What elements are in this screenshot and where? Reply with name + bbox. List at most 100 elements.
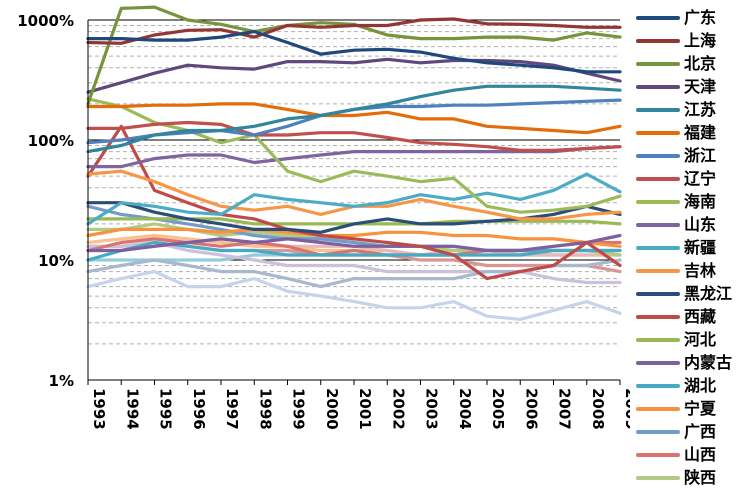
legend-label: 西藏 — [684, 306, 717, 326]
chart-legend: 广东上海北京天津江苏福建浙江辽宁海南山东新疆吉林黑龙江西藏河北 内蒙古 湖北宁夏广西… — [636, 6, 751, 489]
legend-item: 陕西 — [636, 466, 751, 489]
legend-label: 湖北 — [684, 375, 717, 395]
x-tick-label: 1994 — [123, 388, 141, 430]
legend-item: 海南 — [636, 190, 751, 213]
legend-item: 湖北 — [636, 374, 751, 397]
legend-label: 江苏 — [684, 99, 717, 119]
gridlines — [88, 19, 620, 381]
legend-item: 吉林 — [636, 259, 751, 282]
legend-label: 广东 — [684, 7, 717, 27]
legend-item: 新疆 — [636, 236, 751, 259]
x-tick-label: 2003 — [423, 388, 441, 430]
legend-label: 海南 — [684, 191, 717, 211]
chart-plot-area: 1% 10% 100% 1000% 1993 1994 1995 1996 1997 1998 19… — [17, 5, 630, 430]
x-tick-label: 1999 — [290, 388, 308, 430]
y-tick-label: 1% — [49, 372, 74, 390]
series-line — [86, 240, 622, 285]
legend-swatch — [636, 38, 680, 43]
legend-label: 宁夏 — [684, 398, 717, 418]
legend-label: 山东 — [684, 214, 717, 234]
legend-swatch — [636, 222, 680, 227]
x-tick-label: 2007 — [556, 388, 574, 430]
legend-item: 福建 — [636, 121, 751, 144]
series-line-海南 — [86, 97, 622, 214]
series-line-上海 — [86, 17, 622, 45]
legend-label: 天津 — [684, 76, 717, 96]
legend-swatch — [636, 245, 680, 250]
legend-label: 山西 — [684, 444, 717, 464]
legend-item: 江苏 — [636, 98, 751, 121]
legend-item: 山西 — [636, 443, 751, 466]
legend-item: 辽宁 — [636, 167, 751, 190]
legend-swatch — [636, 291, 680, 296]
legend-item: 山东 — [636, 213, 751, 236]
legend-label: 广西 — [684, 421, 717, 441]
legend-swatch — [636, 15, 680, 20]
y-tick-label: 1000% — [17, 12, 74, 30]
y-tick-label: 10% — [38, 252, 74, 270]
legend-swatch — [636, 337, 680, 342]
x-tick-label: 2006 — [522, 388, 540, 430]
series-line-福建 — [86, 102, 622, 135]
x-tick-label: 2005 — [489, 388, 507, 430]
legend-item: 河北 — [636, 328, 751, 351]
legend-swatch — [636, 130, 680, 135]
legend-label: 陕西 — [684, 467, 717, 487]
legend-label: 福建 — [684, 122, 717, 142]
legend-swatch — [636, 383, 680, 388]
x-tick-label: 2008 — [589, 388, 607, 430]
legend-label: 北京 — [684, 53, 717, 73]
legend-swatch — [636, 61, 680, 66]
legend-swatch — [636, 268, 680, 273]
x-tick-label: 2009 — [622, 388, 630, 430]
legend-item: 黑龙江 — [636, 282, 751, 305]
legend-item: 宁夏 — [636, 397, 751, 420]
legend-swatch — [636, 153, 680, 158]
legend-swatch — [636, 475, 680, 480]
legend-label: 辽宁 — [684, 168, 717, 188]
series-line-宁夏 — [86, 227, 622, 248]
x-tick-label: 2001 — [356, 388, 374, 430]
legend-label: 上海 — [684, 30, 717, 50]
series-line-西藏 — [86, 124, 622, 281]
series-line-天津 — [86, 57, 622, 94]
x-tick-label: 1998 — [256, 388, 274, 430]
x-tick-label: 2002 — [389, 388, 407, 430]
series-line-辽宁 — [86, 120, 622, 152]
y-tick-label: 100% — [28, 132, 74, 150]
legend-swatch — [636, 452, 680, 457]
legend-label: 吉林 — [684, 260, 717, 280]
legend-label: 新疆 — [684, 237, 717, 257]
legend-item: 内蒙古 — [636, 351, 751, 374]
legend-item: 浙江 — [636, 144, 751, 167]
series-line-江苏 — [86, 84, 622, 154]
series-line-新疆 — [86, 172, 622, 226]
legend-swatch — [636, 406, 680, 411]
legend-item: 上海 — [636, 29, 751, 52]
legend-item: 天津 — [636, 75, 751, 98]
line-chart: 1% 10% 100% 1000% 1993 1994 1995 1996 1997 1998 19… — [17, 5, 732, 487]
series-lines — [86, 5, 622, 321]
x-tick-label: 2004 — [456, 388, 474, 430]
legend-item: 广西 — [636, 420, 751, 443]
legend-swatch — [636, 199, 680, 204]
legend-label: 黑龙江 — [684, 283, 733, 303]
legend-swatch — [636, 176, 680, 181]
x-tick-label: 1996 — [190, 388, 208, 430]
x-tick-label: 1997 — [223, 388, 241, 430]
legend-swatch — [636, 314, 680, 319]
series-line — [86, 270, 622, 321]
legend-label: 浙江 — [684, 145, 717, 165]
x-tick-label: 1995 — [157, 388, 175, 430]
legend-swatch — [636, 429, 680, 434]
x-tick-label: 2000 — [323, 388, 341, 430]
legend-swatch — [636, 360, 680, 365]
legend-item: 广东 — [636, 6, 751, 29]
legend-label: 河北 — [684, 329, 717, 349]
series-line-北京 — [86, 5, 622, 106]
axes: 1% 10% 100% 1000% 1993 1994 1995 1996 1997 1998 19… — [17, 12, 630, 430]
x-tick-label: 1993 — [90, 388, 108, 430]
series-line-广东 — [86, 30, 622, 74]
series-line-内蒙古 — [86, 233, 622, 253]
legend-item: 西藏 — [636, 305, 751, 328]
